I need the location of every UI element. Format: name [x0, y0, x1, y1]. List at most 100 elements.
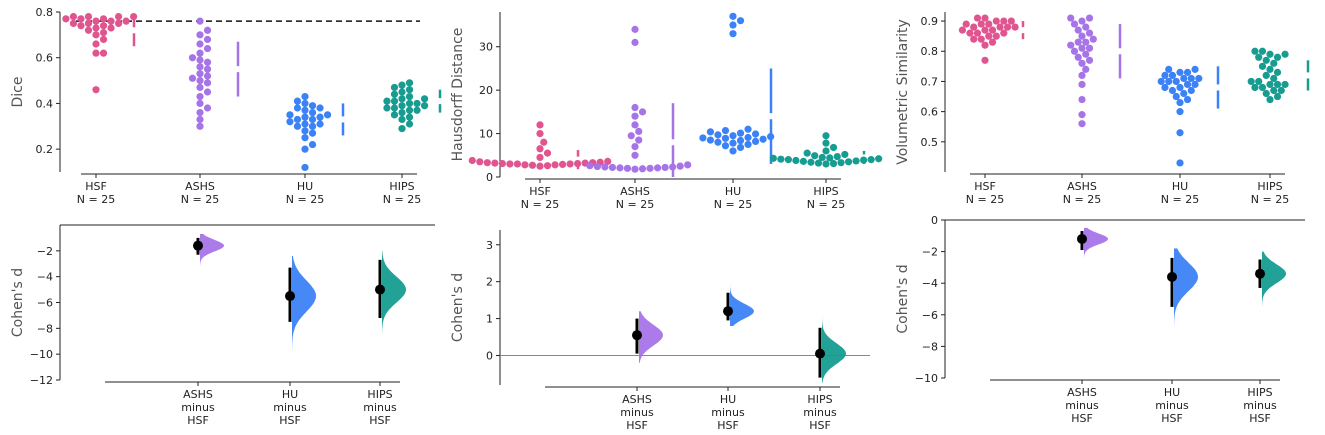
- data-point-hips: [837, 159, 845, 167]
- data-point-ashs: [608, 163, 617, 172]
- data-point-hips: [1255, 77, 1263, 86]
- data-point-hsf: [92, 24, 100, 32]
- data-point-hu: [759, 135, 767, 143]
- data-point-hips: [398, 115, 406, 124]
- x-tick-label-line: minus: [1243, 399, 1277, 412]
- data-point-hu: [744, 125, 752, 133]
- data-point-ashs: [638, 108, 647, 116]
- data-point-hu: [316, 120, 324, 128]
- data-point-ashs: [196, 76, 204, 85]
- y-tick-label: 30: [479, 41, 493, 54]
- data-point-ashs: [203, 65, 212, 73]
- x-tick-label: HIPS: [1257, 180, 1282, 193]
- y-tick-label: 0.4: [36, 97, 54, 110]
- data-point-hu: [1168, 86, 1177, 95]
- data-point-ashs: [203, 72, 212, 80]
- data-point-hsf: [970, 23, 978, 31]
- x-tick-label-line: HU: [720, 393, 736, 406]
- data-point-ashs: [1078, 32, 1086, 40]
- x-tick-label: HIPS: [813, 185, 838, 198]
- y-axis-label: Cohen's d: [450, 273, 466, 342]
- data-point-hu: [744, 133, 752, 142]
- y-tick-label: −10: [30, 348, 53, 361]
- data-point-hu: [1161, 83, 1169, 92]
- n-label: N = 25: [966, 193, 1004, 206]
- y-tick-label: −4: [37, 271, 53, 284]
- data-point-hips: [398, 88, 406, 96]
- data-point-ashs: [1082, 38, 1090, 46]
- data-point-ashs: [631, 25, 639, 33]
- x-tick-label: HU: [297, 180, 313, 193]
- data-point-ashs: [196, 70, 204, 78]
- data-point-ashs: [1067, 41, 1075, 49]
- data-point-hips: [1266, 95, 1274, 104]
- x-tick-label-line: minus: [620, 406, 654, 419]
- data-point-hips: [1281, 50, 1289, 58]
- data-point-hu: [286, 111, 294, 119]
- data-point-hips: [1247, 77, 1255, 86]
- data-point-hips: [413, 106, 421, 114]
- data-point-hips: [1270, 59, 1278, 67]
- data-point-hsf: [92, 49, 100, 57]
- data-point-ashs: [203, 26, 212, 34]
- data-point-hu: [1172, 77, 1180, 86]
- data-point-hu: [706, 136, 715, 144]
- data-point-ashs: [1085, 14, 1094, 22]
- data-point-hsf: [985, 20, 993, 28]
- data-point-ashs: [1078, 95, 1086, 104]
- data-point-hu: [721, 142, 730, 150]
- data-point-hips: [844, 158, 853, 166]
- data-point-ashs: [1078, 111, 1086, 119]
- data-point-hips: [383, 104, 391, 112]
- x-tick-label-line: HIPS: [807, 393, 832, 406]
- data-point-ashs: [1074, 26, 1082, 34]
- data-point-hu: [736, 143, 745, 152]
- data-point-hsf: [62, 15, 70, 23]
- effect-distribution-hips: [822, 285, 846, 384]
- data-point-ashs: [1070, 20, 1079, 28]
- data-point-hu: [751, 137, 760, 145]
- data-point-ashs: [661, 163, 669, 172]
- data-point-hu: [301, 99, 309, 108]
- data-point-hips: [390, 104, 399, 112]
- n-label: N = 25: [616, 198, 654, 211]
- data-point-ashs: [196, 63, 204, 71]
- data-point-hips: [1262, 56, 1270, 64]
- effect-distribution-ashs: [1084, 227, 1108, 260]
- data-point-ashs: [586, 162, 594, 170]
- data-point-hips: [1273, 80, 1282, 89]
- data-point-ashs: [593, 162, 601, 171]
- data-point-hsf: [77, 22, 85, 30]
- data-point-hu: [744, 140, 752, 149]
- x-tick-label-line: HIPS: [367, 388, 392, 401]
- effect-estimate-hips: [815, 348, 825, 359]
- data-point-ashs: [635, 136, 643, 144]
- data-point-hu: [1176, 159, 1184, 167]
- data-point-ashs: [631, 151, 639, 159]
- y-tick-label: −6: [922, 309, 938, 322]
- data-point-hu: [736, 129, 745, 137]
- x-tick-label-line: ASHS: [622, 393, 652, 406]
- data-point-hu: [1168, 71, 1177, 79]
- y-axis-label: Cohen's d: [895, 264, 911, 333]
- data-point-hu: [721, 134, 730, 142]
- data-point-ashs: [1078, 59, 1086, 67]
- x-tick-label-line: minus: [1065, 399, 1099, 412]
- x-tick-label-line: minus: [181, 401, 215, 414]
- y-tick-label: 1: [486, 313, 493, 326]
- data-point-hu: [1176, 98, 1184, 107]
- data-point-hips: [405, 92, 414, 101]
- data-point-hips: [1277, 86, 1285, 95]
- x-tick-label: HIPS: [389, 180, 414, 193]
- data-point-ashs: [1085, 56, 1094, 64]
- data-point-hips: [1251, 47, 1259, 55]
- effect-estimate-hips: [1255, 268, 1265, 279]
- data-point-hsf: [536, 129, 544, 138]
- data-point-hu: [729, 139, 737, 147]
- data-point-hsf: [99, 15, 108, 23]
- data-point-hsf: [973, 29, 982, 37]
- y-axis-label: Dice: [10, 77, 26, 108]
- data-point-hsf: [992, 32, 1000, 40]
- x-tick-label-line: minus: [273, 401, 307, 414]
